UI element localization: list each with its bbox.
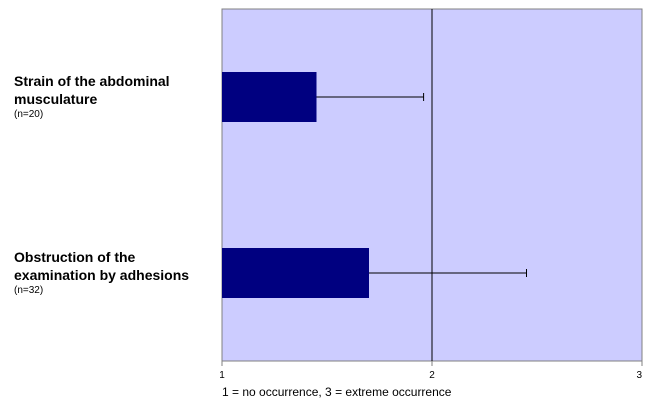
category-label: Strain of the abdominal: [14, 73, 170, 89]
category-n-label: (n=20): [14, 109, 43, 120]
x-tick-label: 2: [429, 370, 435, 381]
x-tick-label: 1: [219, 370, 225, 381]
category-n-label: (n=32): [14, 285, 43, 296]
bar: [222, 72, 317, 122]
error-bars: [316, 93, 527, 277]
bar: [222, 248, 369, 298]
x-tick-label: 3: [636, 370, 642, 381]
category-label: musculature: [14, 91, 97, 107]
x-axis-label: 1 = no occurrence, 3 = extreme occurrenc…: [222, 385, 452, 399]
category-labels: Strain of the abdominal musculature (n=20)…: [14, 73, 189, 296]
bars: [222, 72, 369, 298]
category-label: Obstruction of the: [14, 249, 136, 265]
category-label: examination by adhesions: [14, 267, 189, 283]
x-axis: 1 2 3: [219, 361, 643, 381]
